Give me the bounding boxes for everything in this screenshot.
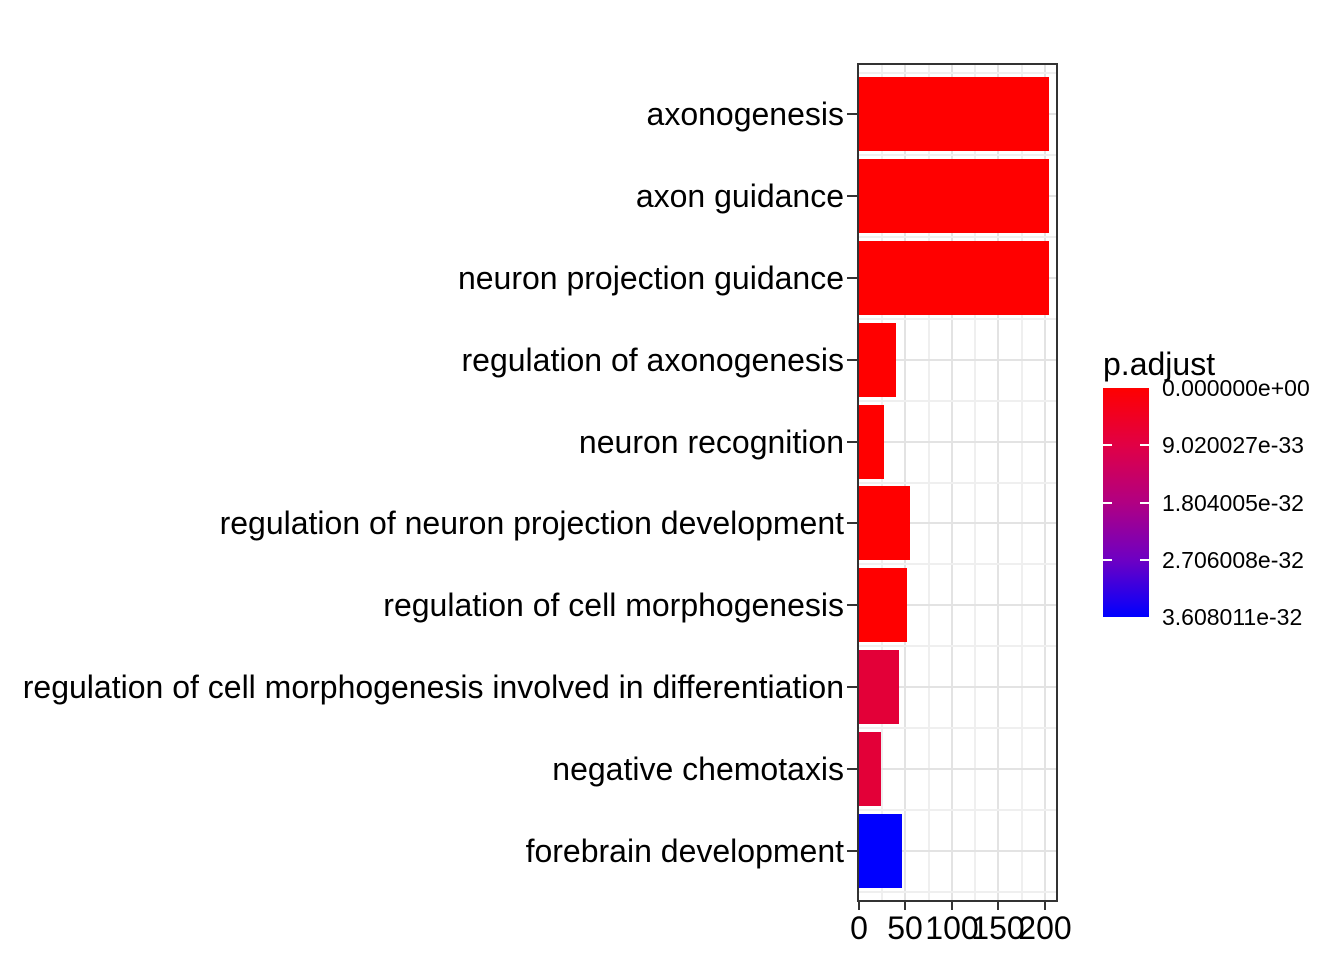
gridline-horizontal-minor [859,645,1056,648]
x-tick-mark [1044,902,1046,910]
gridline-horizontal-major [859,686,1056,689]
x-axis-tick-label: 0 [850,910,868,946]
y-tick-mark [847,277,857,279]
y-axis-label: forebrain development [525,833,844,869]
legend: p.adjust 0.000000e+00 9.020027e-33 1.80400… [1102,346,1344,646]
y-axis-label: neuron recognition [578,424,844,460]
legend-tick-label: 0.000000e+00 [1162,375,1310,401]
gridline-horizontal-major [859,604,1056,607]
gridline-horizontal-major [859,768,1056,771]
bar-4 [859,405,884,479]
gridline-horizontal-minor [859,563,1056,566]
gridline-horizontal-minor [859,72,1056,75]
y-tick-mark [847,686,857,688]
gridline-horizontal-minor [859,727,1056,730]
plot-panel [857,63,1058,902]
y-axis-label: negative chemotaxis [552,751,844,787]
bar-6 [859,568,907,642]
gridline-horizontal-minor [859,890,1056,893]
y-axis-label: regulation of cell morphogenesis [383,587,844,623]
y-axis-label: neuron projection guidance [457,260,844,296]
legend-title: p.adjust [1103,346,1216,382]
gridline-horizontal-minor [859,399,1056,402]
gridline-horizontal-major [859,849,1056,852]
y-tick-mark [847,195,857,197]
legend-tick-mark [1103,501,1112,504]
y-tick-mark [847,113,857,115]
gridline-horizontal-minor [859,235,1056,238]
x-tick-mark [997,902,999,910]
gridline-horizontal-major [859,358,1056,361]
gridline-horizontal-minor [859,808,1056,811]
y-tick-mark [847,850,857,852]
x-tick-mark [904,902,906,910]
x-axis-tick-label: 100 [925,910,979,946]
y-tick-mark [847,522,857,524]
gridline-horizontal-major [859,522,1056,525]
legend-tick-label: 3.608011e-32 [1162,604,1303,630]
x-axis-tick-label: 150 [971,910,1025,946]
bar-8 [859,732,881,806]
bar-2 [859,241,1049,315]
y-axis-label: regulation of cell morphogenesis involve… [22,669,844,705]
legend-tick-label: 9.020027e-33 [1162,432,1304,458]
bar-5 [859,486,910,560]
y-tick-mark [847,359,857,361]
y-tick-mark [847,604,857,606]
legend-tick-mark [1103,558,1112,561]
bar-7 [859,650,899,724]
legend-tick-mark [1140,558,1149,561]
gridline-horizontal-minor [859,154,1056,157]
y-axis-label: axon guidance [635,178,844,214]
x-axis-tick-label: 50 [887,910,923,946]
gridline-horizontal-major [859,440,1056,443]
y-axis-label: regulation of neuron projection developm… [219,505,844,541]
legend-tick-mark [1103,444,1112,447]
bar-1 [859,159,1049,233]
y-axis-label: axonogenesis [646,96,844,132]
x-axis-tick-label: 200 [1018,910,1072,946]
legend-tick-mark [1140,444,1149,447]
bar-9 [859,814,902,888]
y-tick-mark [847,441,857,443]
legend-tick-label: 2.706008e-32 [1162,547,1304,573]
legend-tick-label: 1.804005e-32 [1162,490,1304,516]
y-axis-label: regulation of axonogenesis [461,342,845,378]
x-tick-mark [858,902,860,910]
gridline-horizontal-minor [859,481,1056,484]
y-tick-mark [847,768,857,770]
legend-gradient-bar [1103,388,1149,617]
bar-3 [859,323,896,397]
gridline-horizontal-minor [859,317,1056,320]
legend-tick-mark [1140,501,1149,504]
x-tick-mark [951,902,953,910]
bar-0 [859,77,1049,151]
